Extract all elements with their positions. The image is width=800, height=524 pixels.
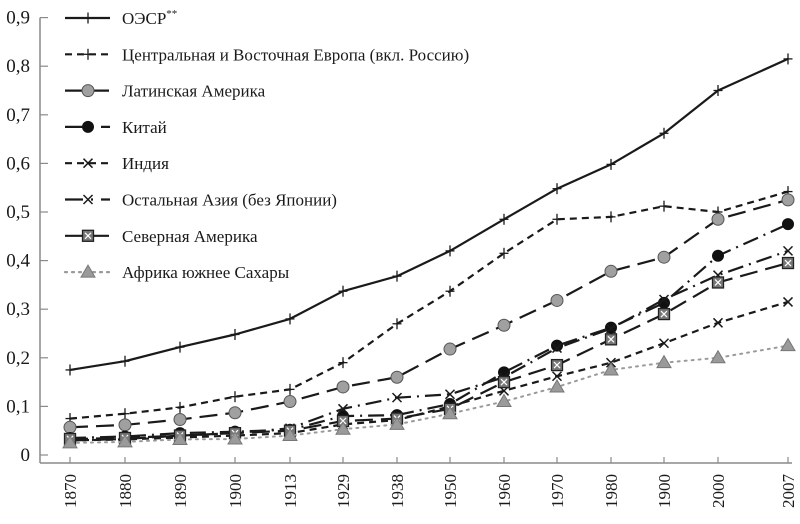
x-tick-label: 1938 bbox=[388, 474, 407, 508]
legend-item: Остальная Азия (без Японии) bbox=[65, 191, 337, 210]
x-tick-label: 1913 bbox=[281, 474, 300, 508]
legend-label: Остальная Азия (без Японии) bbox=[122, 191, 337, 210]
x-tick-label: 1890 bbox=[171, 474, 190, 508]
legend-label: Центральная и Восточная Европа (вкл. Рос… bbox=[122, 45, 469, 64]
legend-label: Африка южнее Сахары bbox=[122, 263, 290, 282]
legend-label: Северная Америка bbox=[122, 227, 258, 246]
x-tick-label: 1929 bbox=[334, 474, 353, 508]
legend-item: Северная Америка bbox=[65, 227, 258, 246]
legend-marker-icon bbox=[83, 12, 93, 24]
y-tick-label: 0,2 bbox=[6, 348, 30, 369]
legend-item: Центральная и Восточная Европа (вкл. Рос… bbox=[65, 45, 469, 64]
legend-item: Индия bbox=[65, 154, 169, 173]
legend-item: Китай bbox=[65, 118, 167, 137]
legend-label: Китай bbox=[122, 118, 167, 137]
series-7 bbox=[63, 256, 795, 446]
series-8 bbox=[62, 337, 796, 449]
axes: 0 0,1 0,2 0,3 0,4 0,5 0,6 0,7 0,8 0,9 1870 1880 1890… bbox=[6, 8, 798, 508]
legend-marker-icon bbox=[82, 158, 94, 169]
series-3 bbox=[63, 193, 795, 434]
legend-marker-icon bbox=[80, 264, 96, 278]
series-2 bbox=[65, 186, 793, 425]
y-tick-label: 0,6 bbox=[6, 153, 30, 174]
legend-item: Африка южнее Сахары bbox=[63, 263, 290, 282]
legend-label: Индия bbox=[122, 154, 169, 173]
y-tick-label: 0,9 bbox=[6, 8, 30, 29]
legend: ОЭСР** Центральная и Восточная Европа (вк… bbox=[63, 8, 469, 282]
series-lines bbox=[62, 53, 796, 449]
series-4 bbox=[64, 218, 794, 444]
y-tick-label: 0,8 bbox=[6, 56, 30, 77]
x-tick-label: 1900 bbox=[226, 474, 245, 508]
x-tick-label: 1950 bbox=[441, 474, 460, 508]
legend-item: Латинская Америка bbox=[65, 82, 266, 101]
legend-item: ОЭСР** bbox=[65, 8, 177, 28]
x-tick-label: 1960 bbox=[495, 474, 514, 508]
y-tick-label: 0,1 bbox=[6, 396, 30, 417]
legend-marker-icon bbox=[83, 48, 93, 60]
x-tick-label: 1970 bbox=[548, 474, 567, 508]
x-tick-label: 2000 bbox=[709, 474, 728, 508]
series-1 bbox=[65, 53, 793, 376]
y-tick-label: 0 bbox=[21, 445, 31, 466]
legend-marker-icon bbox=[81, 84, 95, 98]
legend-marker-icon bbox=[82, 120, 94, 133]
x-tick-label: 1880 bbox=[116, 474, 135, 508]
y-tick-label: 0,3 bbox=[6, 299, 30, 320]
legend-label: ОЭСР** bbox=[122, 8, 177, 28]
y-tick-label: 0,4 bbox=[6, 251, 30, 272]
x-tick-label: 1900 bbox=[655, 474, 674, 508]
legend-marker-icon bbox=[81, 229, 95, 242]
legend-marker-icon bbox=[82, 194, 94, 205]
x-tick-label: 1980 bbox=[602, 474, 621, 508]
y-tick-label: 0,5 bbox=[6, 202, 30, 223]
legend-label: Латинская Америка bbox=[122, 82, 266, 101]
x-tick-label: 2007 bbox=[779, 474, 798, 509]
x-tick-label: 1870 bbox=[61, 474, 80, 508]
y-tick-label: 0,7 bbox=[6, 105, 30, 126]
